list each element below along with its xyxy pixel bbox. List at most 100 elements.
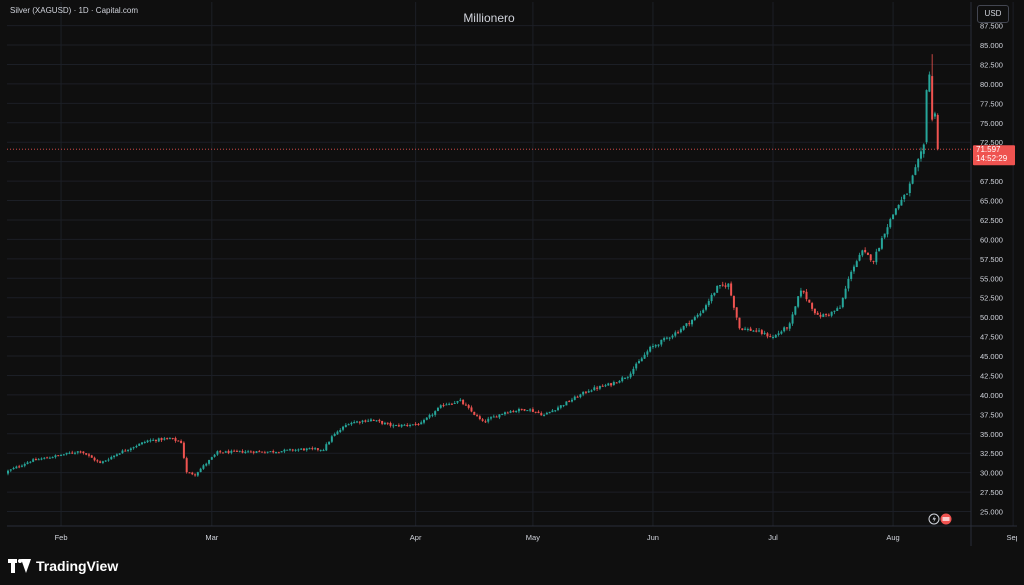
candle-body xyxy=(487,418,490,422)
currency-button[interactable]: USD xyxy=(977,5,1009,23)
candle-body xyxy=(439,405,442,408)
current-price-label: 71.597 14:52:29 xyxy=(973,145,1015,166)
candle-body xyxy=(37,459,40,461)
candle-body xyxy=(62,454,65,456)
symbol-info[interactable]: Silver (XAGUSD) · 1D · Capital.com xyxy=(10,6,138,15)
candle-body xyxy=(892,214,895,220)
candle-body xyxy=(531,409,534,412)
candle-body xyxy=(797,296,800,307)
candle-body xyxy=(785,327,788,329)
candle-body xyxy=(654,345,657,347)
y-tick-label: 52.500 xyxy=(980,294,1003,303)
candle-body xyxy=(369,419,372,421)
candle-body xyxy=(436,407,439,411)
candle-body xyxy=(808,299,811,303)
candle-body xyxy=(85,453,88,455)
candle-body xyxy=(534,411,537,413)
candle-body xyxy=(224,451,227,453)
candle-body xyxy=(456,401,459,403)
candle-body xyxy=(573,396,576,400)
candle-body xyxy=(314,448,317,450)
candle-body xyxy=(889,219,892,228)
candle-body xyxy=(813,308,816,314)
candle-body xyxy=(138,443,141,446)
candle-body xyxy=(74,452,77,454)
candle-body xyxy=(763,332,766,334)
candle-body xyxy=(861,250,864,256)
tradingview-brand[interactable]: TradingView xyxy=(8,558,118,574)
candle-body xyxy=(473,411,476,415)
y-tick-label: 77.500 xyxy=(980,99,1003,108)
candle-body xyxy=(154,439,157,442)
candle-body xyxy=(718,285,721,287)
candle-body xyxy=(512,411,515,413)
y-tick-label: 45.000 xyxy=(980,352,1003,361)
candle-body xyxy=(760,330,763,334)
candle-body xyxy=(60,455,63,457)
candle-body xyxy=(450,403,453,405)
candle-body xyxy=(875,251,878,263)
candle-body xyxy=(476,415,479,417)
candle-body xyxy=(283,449,286,452)
candle-body xyxy=(275,452,278,454)
candle-body xyxy=(674,332,677,336)
candle-body xyxy=(844,288,847,299)
candle-body xyxy=(414,423,417,425)
candle-body xyxy=(311,448,314,450)
x-tick-label: May xyxy=(526,533,540,542)
candle-body xyxy=(677,332,680,334)
chart-area[interactable]: 25.000 27.500 30.000 32.500 35.000 37.500 40.0… xyxy=(7,2,1020,546)
candlestick-chart[interactable]: 25.000 27.500 30.000 32.500 35.000 37.500 40.0… xyxy=(7,2,1020,546)
y-tick-label: 67.500 xyxy=(980,177,1003,186)
candle-body xyxy=(403,424,406,426)
candle-body xyxy=(464,404,467,406)
candle-body xyxy=(325,444,328,451)
candle-body xyxy=(610,383,613,386)
candle-body xyxy=(82,451,85,454)
candle-body xyxy=(668,337,671,339)
candle-body xyxy=(900,199,903,206)
candle-body xyxy=(911,175,914,184)
y-tick-label: 82.500 xyxy=(980,60,1003,69)
candle-body xyxy=(107,459,110,461)
candle-body xyxy=(339,430,342,432)
candle-body xyxy=(294,449,297,451)
candle-body xyxy=(872,260,875,262)
lightning-icon[interactable] xyxy=(928,513,940,525)
price-axis[interactable]: 25.000 27.500 30.000 32.500 35.000 37.500 40.0… xyxy=(980,22,1003,517)
candle-body xyxy=(752,330,755,332)
candle-body xyxy=(185,458,188,473)
candle-body xyxy=(883,233,886,238)
candle-body xyxy=(914,167,917,175)
candle-body xyxy=(420,422,423,425)
candle-body xyxy=(705,305,707,310)
candle-body xyxy=(330,436,333,442)
candle-body xyxy=(696,314,699,317)
candle-body xyxy=(180,440,183,443)
candle-body xyxy=(157,438,160,442)
candle-body xyxy=(448,403,451,405)
candle-body xyxy=(587,391,590,393)
candle-body xyxy=(12,468,15,470)
candle-body xyxy=(344,424,347,428)
candle-body xyxy=(90,455,93,458)
candle-body xyxy=(171,437,174,439)
candle-body xyxy=(618,380,621,383)
candle-body xyxy=(903,194,906,200)
candle-body xyxy=(699,313,702,316)
candle-body xyxy=(272,451,275,453)
candle-body xyxy=(526,410,529,412)
candle-body xyxy=(442,405,445,407)
event-icons[interactable] xyxy=(928,513,952,525)
candle-body xyxy=(509,411,512,413)
candle-body xyxy=(864,249,867,253)
x-tick-label: Jun xyxy=(647,533,659,542)
candle-body xyxy=(453,402,456,404)
candle-body xyxy=(202,465,205,469)
y-tick-label: 47.500 xyxy=(980,333,1003,342)
candle-body xyxy=(110,457,113,460)
candle-body xyxy=(227,450,230,454)
candle-body xyxy=(624,377,627,379)
candle-body xyxy=(194,474,197,476)
time-axis[interactable]: FebMarAprMayJunJulAugSepOctNovDec2026 xyxy=(55,533,1020,542)
